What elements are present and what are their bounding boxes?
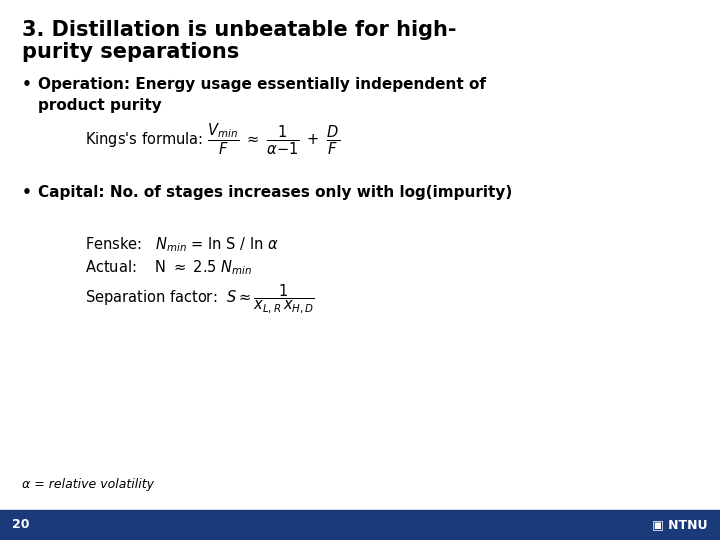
Text: Separation factor:  $S \approx \dfrac{1}{x_{L,R}\, x_{H,D}}$: Separation factor: $S \approx \dfrac{1}{…	[85, 282, 315, 315]
Text: 20: 20	[12, 518, 30, 531]
Text: Operation: Energy usage essentially independent of
product purity: Operation: Energy usage essentially inde…	[38, 77, 486, 113]
Text: Fenske:   $N_{min}$ = ln S / ln $\alpha$: Fenske: $N_{min}$ = ln S / ln $\alpha$	[85, 235, 279, 254]
Text: •: •	[22, 185, 32, 200]
Bar	[0, 510, 720, 540]
Text: purity separations: purity separations	[22, 42, 239, 62]
Text: 3. Distillation is unbeatable for high-: 3. Distillation is unbeatable for high-	[22, 20, 456, 40]
Text: Actual:    N $\approx$ 2.5 $N_{min}$: Actual: N $\approx$ 2.5 $N_{min}$	[85, 258, 252, 276]
Text: ▣ NTNU: ▣ NTNU	[652, 518, 708, 531]
Text: Capital: No. of stages increases only with log(impurity): Capital: No. of stages increases only wi…	[38, 185, 512, 200]
Text: •: •	[22, 77, 32, 92]
Text: α = relative volatility: α = relative volatility	[22, 478, 154, 491]
Text: Kings's formula: $\dfrac{V_{min}}{F}\ \approx\ \dfrac{1}{\alpha{-}1}\ +\ \dfrac{: Kings's formula: $\dfrac{V_{min}}{F}\ \a…	[85, 122, 340, 157]
